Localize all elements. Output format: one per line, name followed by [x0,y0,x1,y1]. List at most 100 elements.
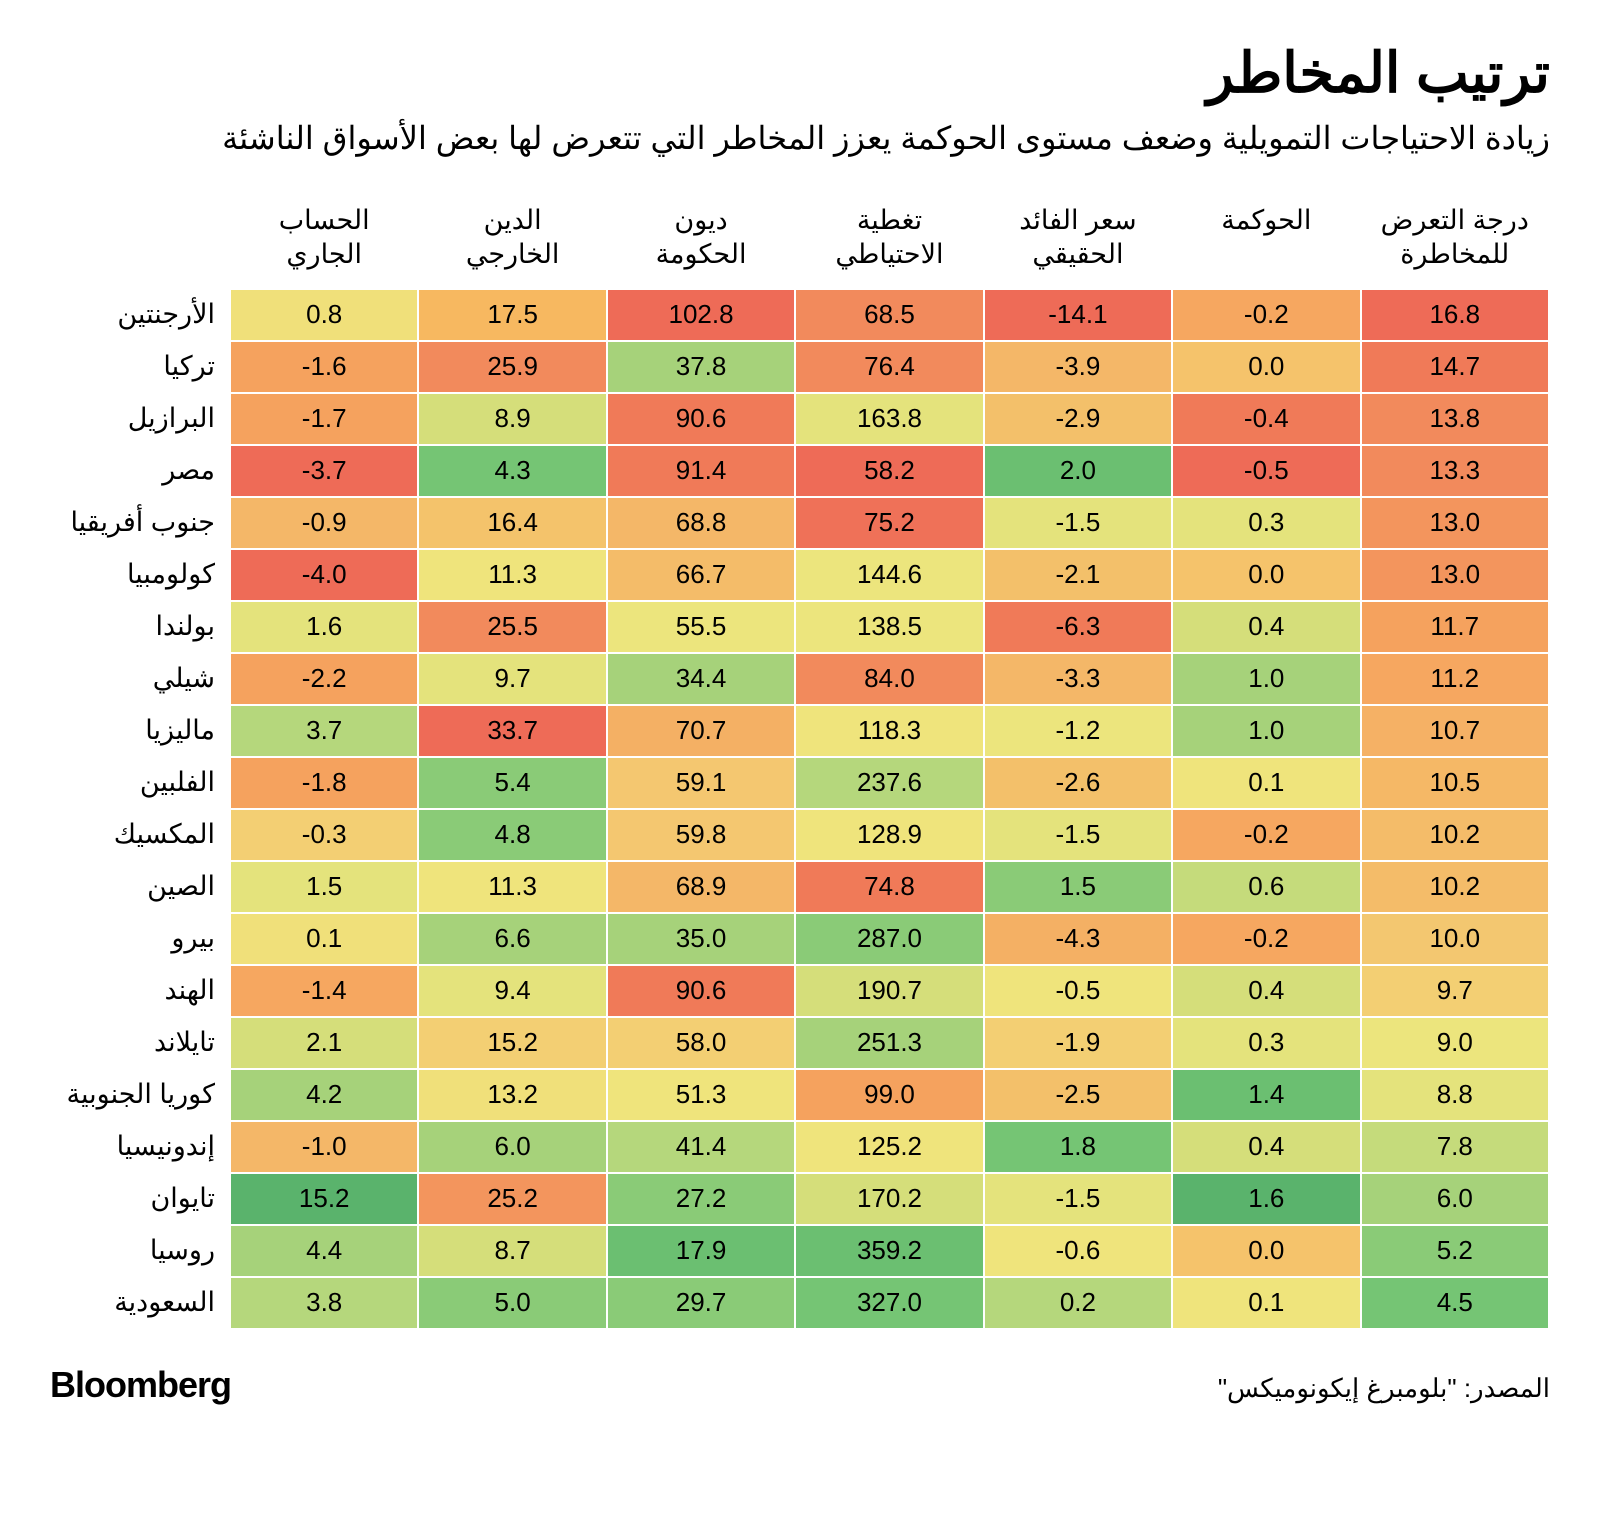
heatmap-cell: -0.5 [1172,445,1360,497]
header-row: الحسابالجاريالدينالخارجيديونالحكومةتغطية… [50,198,1549,289]
heatmap-cell: 37.8 [607,341,795,393]
table-row: شيلي-2.29.734.484.0-3.31.011.2 [50,653,1549,705]
column-header: الحسابالجاري [230,198,418,289]
heatmap-cell: -1.8 [230,757,418,809]
heatmap-cell: 99.0 [795,1069,983,1121]
source-text: المصدر: "بلومبرغ إيكونوميكس" [1218,1373,1550,1404]
heatmap-cell: 11.3 [418,861,606,913]
heatmap-cell: 5.0 [418,1277,606,1329]
chart-subtitle: زيادة الاحتياجات التمويلية وضعف مستوى ال… [50,114,1550,162]
heatmap-cell: 8.7 [418,1225,606,1277]
heatmap-cell: 16.8 [1361,289,1549,341]
table-row: الهند-1.49.490.6190.7-0.50.49.7 [50,965,1549,1017]
heatmap-cell: 163.8 [795,393,983,445]
table-row: جنوب أفريقيا-0.916.468.875.2-1.50.313.0 [50,497,1549,549]
row-label: الصين [50,861,230,913]
heatmap-cell: -1.5 [984,1173,1172,1225]
table-row: ماليزيا3.733.770.7118.3-1.21.010.7 [50,705,1549,757]
heatmap-cell: 0.6 [1172,861,1360,913]
heatmap-cell: 0.1 [1172,1277,1360,1329]
heatmap-cell: -0.2 [1172,913,1360,965]
heatmap-cell: 125.2 [795,1121,983,1173]
heatmap-cell: 10.7 [1361,705,1549,757]
heatmap-cell: 5.2 [1361,1225,1549,1277]
heatmap-cell: 27.2 [607,1173,795,1225]
heatmap-cell: -1.4 [230,965,418,1017]
brand-logo: Bloomberg [50,1364,231,1406]
heatmap-cell: -3.7 [230,445,418,497]
heatmap-cell: 9.0 [1361,1017,1549,1069]
heatmap-cell: 29.7 [607,1277,795,1329]
table-row: كوريا الجنوبية4.213.251.399.0-2.51.48.8 [50,1069,1549,1121]
heatmap-cell: 8.9 [418,393,606,445]
heatmap-cell: 74.8 [795,861,983,913]
heatmap-cell: -0.2 [1172,289,1360,341]
heatmap-cell: 0.2 [984,1277,1172,1329]
heatmap-cell: 16.4 [418,497,606,549]
heatmap-cell: -1.9 [984,1017,1172,1069]
heatmap-cell: 13.0 [1361,497,1549,549]
heatmap-cell: 11.7 [1361,601,1549,653]
heatmap-cell: 58.2 [795,445,983,497]
heatmap-cell: -1.2 [984,705,1172,757]
table-row: بيرو0.16.635.0287.0-4.3-0.210.0 [50,913,1549,965]
heatmap-table-wrap: الحسابالجاريالدينالخارجيديونالحكومةتغطية… [50,198,1550,1330]
heatmap-cell: -3.9 [984,341,1172,393]
heatmap-cell: 9.4 [418,965,606,1017]
row-label: إندونيسيا [50,1121,230,1173]
heatmap-cell: 10.5 [1361,757,1549,809]
heatmap-cell: -0.4 [1172,393,1360,445]
heatmap-cell: -4.0 [230,549,418,601]
heatmap-cell: -4.3 [984,913,1172,965]
heatmap-cell: 33.7 [418,705,606,757]
heatmap-cell: -14.1 [984,289,1172,341]
table-row: بولندا1.625.555.5138.5-6.30.411.7 [50,601,1549,653]
heatmap-cell: -1.5 [984,497,1172,549]
heatmap-cell: 287.0 [795,913,983,965]
column-header: سعر الفائدالحقيقي [984,198,1172,289]
heatmap-cell: 51.3 [607,1069,795,1121]
heatmap-cell: 190.7 [795,965,983,1017]
row-label: شيلي [50,653,230,705]
heatmap-cell: 1.6 [1172,1173,1360,1225]
heatmap-cell: 9.7 [1361,965,1549,1017]
heatmap-cell: 4.4 [230,1225,418,1277]
heatmap-cell: 11.3 [418,549,606,601]
table-row: تايوان15.225.227.2170.2-1.51.66.0 [50,1173,1549,1225]
heatmap-cell: -0.2 [1172,809,1360,861]
heatmap-cell: 1.6 [230,601,418,653]
row-label: جنوب أفريقيا [50,497,230,549]
heatmap-cell: -6.3 [984,601,1172,653]
table-row: المكسيك-0.34.859.8128.9-1.5-0.210.2 [50,809,1549,861]
row-label: المكسيك [50,809,230,861]
heatmap-cell: 1.4 [1172,1069,1360,1121]
heatmap-cell: 59.1 [607,757,795,809]
heatmap-cell: -2.5 [984,1069,1172,1121]
table-row: مصر-3.74.391.458.22.0-0.513.3 [50,445,1549,497]
row-label: الأرجنتين [50,289,230,341]
heatmap-cell: 251.3 [795,1017,983,1069]
heatmap-cell: -0.5 [984,965,1172,1017]
table-row: إندونيسيا-1.06.041.4125.21.80.47.8 [50,1121,1549,1173]
heatmap-cell: 4.2 [230,1069,418,1121]
heatmap-cell: 11.2 [1361,653,1549,705]
heatmap-cell: -1.6 [230,341,418,393]
table-row: الفلبين-1.85.459.1237.6-2.60.110.5 [50,757,1549,809]
heatmap-cell: 144.6 [795,549,983,601]
heatmap-cell: 68.9 [607,861,795,913]
heatmap-cell: 2.0 [984,445,1172,497]
heatmap-cell: 0.8 [230,289,418,341]
heatmap-cell: 25.2 [418,1173,606,1225]
table-row: السعودية3.85.029.7327.00.20.14.5 [50,1277,1549,1329]
row-label: الهند [50,965,230,1017]
table-row: البرازيل-1.78.990.6163.8-2.9-0.413.8 [50,393,1549,445]
heatmap-cell: 90.6 [607,393,795,445]
heatmap-cell: 75.2 [795,497,983,549]
heatmap-cell: 6.6 [418,913,606,965]
row-label: ماليزيا [50,705,230,757]
heatmap-cell: 1.0 [1172,653,1360,705]
row-label: تايلاند [50,1017,230,1069]
heatmap-cell: 0.1 [230,913,418,965]
column-header: تغطيةالاحتياطي [795,198,983,289]
heatmap-cell: 17.5 [418,289,606,341]
